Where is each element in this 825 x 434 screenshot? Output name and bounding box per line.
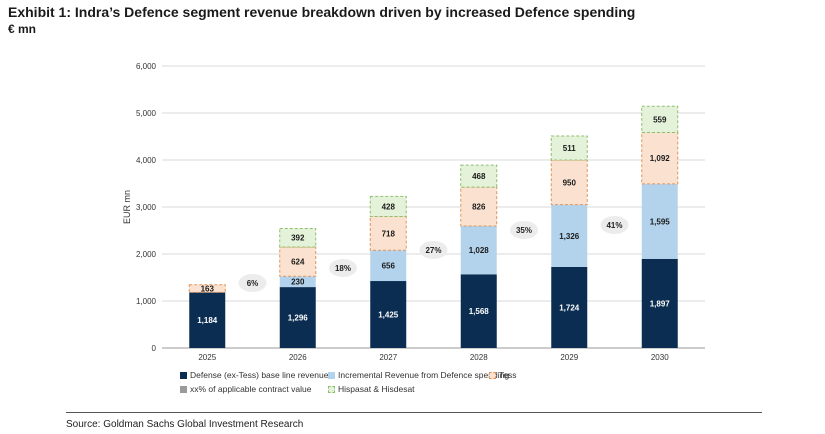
- bar-data-label: 826: [472, 203, 486, 212]
- bar-segment-2: [551, 204, 588, 267]
- y-tick-label: 1,000: [136, 297, 157, 306]
- x-tick-label: 2025: [198, 353, 216, 362]
- bar-segment-3: [460, 186, 498, 227]
- bar-data-label: 428: [382, 202, 396, 211]
- x-tick-label: 2028: [470, 353, 488, 362]
- legend-item-incremental: Incremental Revenue from Defence spendin…: [328, 370, 509, 380]
- bar-data-label: 624: [291, 258, 305, 267]
- bar-data-label: 230: [291, 278, 305, 287]
- legend-label-contract-value: xx% of applicable contract value: [190, 384, 312, 394]
- bar-data-label: 511: [563, 144, 576, 153]
- bar-segment-1: [279, 287, 316, 348]
- bar-data-label: 163: [201, 285, 215, 294]
- legend-label-incremental: Incremental Revenue from Defence spendin…: [338, 370, 510, 380]
- legend-item-contract-value: xx% of applicable contract value: [180, 384, 311, 394]
- bar-data-label: 1,595: [650, 217, 671, 226]
- bar-segment-1: [641, 258, 678, 348]
- legend-label-baseline: Defense (ex-Tess) base line revenue: [190, 370, 329, 380]
- legend-item-tess: Tess: [489, 370, 516, 380]
- bar-data-label: 1,028: [469, 246, 490, 255]
- legend-swatch-contract-value: [180, 385, 187, 393]
- bar-segment-4: [369, 195, 407, 217]
- legend-label-tess: Tess: [499, 370, 517, 380]
- bar-data-label: 1,092: [650, 154, 671, 163]
- bar-segment-1: [370, 281, 407, 348]
- source-divider: [66, 412, 762, 413]
- legend-item-baseline: Defense (ex-Tess) base line revenue: [180, 370, 328, 380]
- bar-segment-3: [369, 215, 407, 251]
- legend-swatch-baseline: [180, 371, 187, 379]
- bar-segment-2: [641, 183, 678, 259]
- legend-swatch-hispasat: [328, 385, 335, 393]
- bar-segment-1: [551, 266, 588, 348]
- bar-data-label: 1,568: [469, 307, 490, 316]
- bar-data-label: 1,425: [378, 311, 399, 320]
- percent-annotation: 41%: [606, 221, 622, 230]
- y-tick-label: 3,000: [136, 203, 157, 212]
- bar-data-label: 392: [291, 234, 305, 243]
- y-tick-label: 0: [152, 344, 157, 353]
- percent-bubble: [419, 241, 448, 259]
- legend-label-hispasat: Hispasat & Hisdesat: [338, 384, 415, 394]
- bar-data-label: 559: [653, 115, 667, 124]
- bar-segment-3: [188, 284, 226, 293]
- bar-segment-4: [550, 135, 588, 161]
- legend-item-hispasat: Hispasat & Hisdesat: [328, 384, 415, 394]
- percent-annotation: 18%: [335, 264, 351, 273]
- percent-annotation: 27%: [425, 246, 441, 255]
- legend-swatch-tess: [489, 371, 496, 379]
- bar-segment-4: [641, 105, 679, 134]
- y-axis-label: EUR mn: [122, 190, 132, 224]
- percent-annotation: 6%: [247, 279, 259, 288]
- chart-subtitle: € mn: [8, 22, 37, 36]
- bar-data-label: 468: [472, 172, 486, 181]
- bar-segment-1: [460, 274, 497, 348]
- bar-data-label: 1,724: [559, 303, 580, 312]
- percent-bubble: [510, 221, 538, 239]
- x-tick-label: 2030: [651, 353, 669, 362]
- percent-bubble: [329, 259, 357, 277]
- bar-data-label: 656: [382, 262, 396, 271]
- x-tick-label: 2027: [379, 353, 397, 362]
- bar-data-label: 718: [382, 229, 396, 238]
- y-tick-label: 2,000: [136, 250, 157, 259]
- bar-data-label: 1,184: [197, 316, 218, 325]
- bar-segment-2: [460, 225, 497, 275]
- bar-data-label: 950: [563, 178, 577, 187]
- bar-segment-4: [460, 164, 498, 188]
- percent-bubble: [238, 274, 267, 292]
- percent-bubble: [600, 216, 629, 234]
- chart-title: Exhibit 1: Indra’s Defence segment reven…: [8, 4, 636, 20]
- y-tick-label: 6,000: [136, 62, 157, 71]
- x-tick-label: 2026: [289, 353, 307, 362]
- bar-segment-1: [189, 292, 226, 348]
- bar-segment-2: [279, 276, 316, 288]
- bar-data-label: 1,326: [559, 232, 580, 241]
- source-note: Source: Goldman Sachs Global Investment …: [66, 419, 304, 430]
- legend-swatch-incremental: [328, 371, 335, 379]
- bar-data-label: 1,296: [288, 314, 309, 323]
- x-tick-label: 2029: [560, 353, 578, 362]
- bar-segment-4: [279, 228, 317, 248]
- bar-segment-2: [370, 250, 407, 282]
- y-tick-label: 4,000: [136, 156, 157, 165]
- percent-annotation: 35%: [516, 226, 532, 235]
- bar-data-label: 1,897: [650, 299, 671, 308]
- y-tick-label: 5,000: [136, 109, 157, 118]
